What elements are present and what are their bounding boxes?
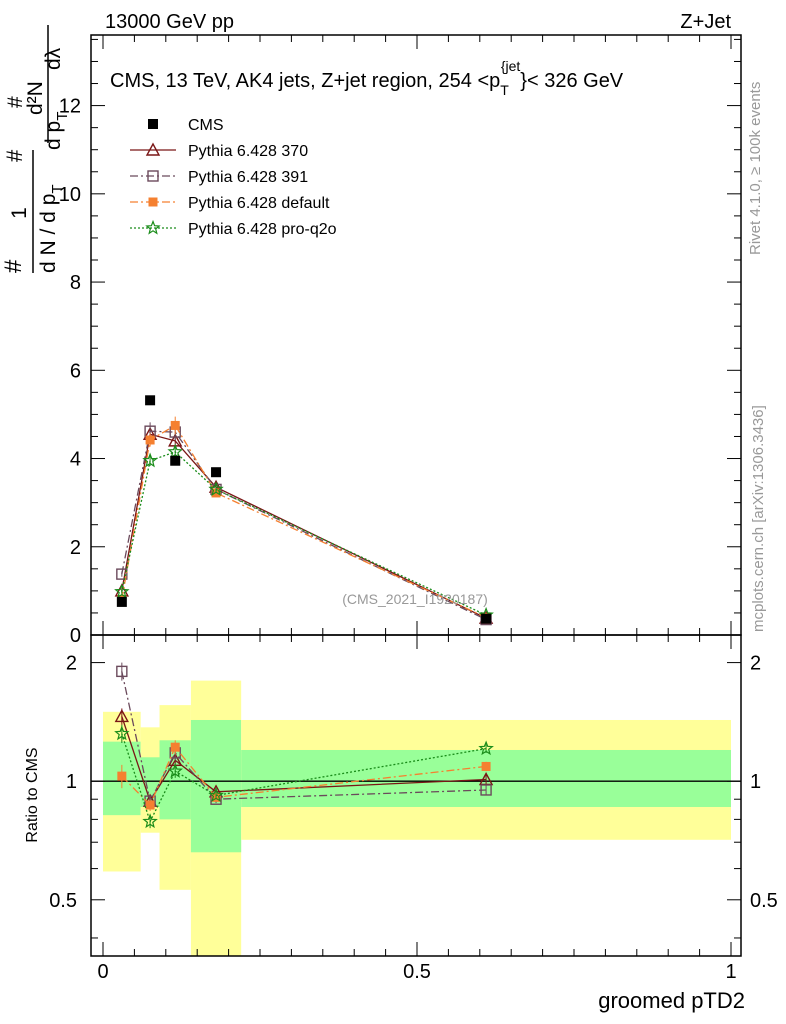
x-axis-label: groomed pTD2 — [598, 988, 745, 1013]
header-left: 13000 GeV pp — [105, 11, 234, 33]
ratio-y-tick-label-right: 2 — [750, 653, 761, 675]
legend-label-p370: Pythia 6.428 370 — [188, 143, 308, 160]
ylabel-hash3: # — [4, 96, 27, 108]
ratio-series — [114, 662, 494, 829]
svg-text:#: # — [0, 259, 27, 273]
legend: CMS Pythia 6.428 370 Pythia 6.428 391 Pythi… — [130, 117, 337, 238]
ratio-point-pq2o — [208, 787, 224, 803]
title-post: < 326 GeV — [527, 70, 624, 92]
title-pre: CMS, 13 TeV, AK4 jets, Z+jet region, 254… — [110, 70, 500, 92]
svg-text:d N / d pT: d N / d pT — [37, 184, 66, 273]
title-brace: } — [520, 70, 527, 92]
point-pdefault — [170, 420, 180, 430]
main-ticks: 0 2 4 6 8 10 12 — [59, 34, 742, 647]
point-pq2o — [167, 443, 183, 459]
x-tick-label: 1 — [725, 961, 736, 983]
point-p391 — [116, 568, 128, 580]
legend-label-pq2o: Pythia 6.428 pro-q2o — [188, 221, 337, 238]
ratio-point-pdefault — [117, 771, 127, 781]
title-sub: T — [500, 82, 509, 98]
ratio-ylabel: Ratio to CMS — [24, 747, 41, 842]
svg-text:d pT: d pT — [42, 112, 71, 150]
legend-label-p391: Pythia 6.428 391 — [188, 169, 308, 186]
ratio-point-pq2o — [478, 740, 494, 756]
ratio-point-pdefault — [170, 742, 180, 752]
legend-label-cms: CMS — [188, 117, 224, 134]
ratio-y-tick-label-left: 2 — [66, 653, 77, 675]
ylabel-hash2: # — [2, 149, 27, 162]
main-panel: 0 2 4 6 8 10 12 — [59, 34, 742, 647]
ratio-point-p391 — [116, 665, 128, 678]
ylabel-one: 1 — [8, 207, 31, 219]
point-cms — [481, 613, 492, 624]
ratio-point-p391 — [480, 784, 492, 796]
ratio-y-tick-label-right: 1 — [750, 771, 761, 793]
legend-label-pdefault: Pythia 6.428 default — [188, 195, 330, 212]
ratio-point-pq2o — [167, 763, 183, 778]
ratio-ticks: 0.5 0.5 1 1 2 2 0 0.5 1 — [49, 634, 778, 983]
watermark: (CMS_2021_I1920187) — [342, 591, 488, 607]
title-sup: {jet — [501, 58, 521, 74]
legend-marker-p370 — [145, 142, 161, 156]
point-cms — [170, 455, 181, 466]
header-right: Z+Jet — [680, 11, 731, 33]
ratio-y-tick-label-left: 1 — [66, 771, 77, 793]
ylabel-dl: dλ — [42, 47, 65, 70]
legend-marker-pdefault — [148, 197, 158, 207]
series-line-p391 — [121, 430, 487, 621]
ratio-y-tick-label-right: 0.5 — [750, 890, 778, 912]
legend-marker-cms — [148, 119, 158, 129]
y-tick-label: 4 — [70, 449, 81, 471]
ratio-panel: 0.5 0.5 1 1 2 2 0 0.5 1 — [49, 634, 778, 983]
ylabel-hash: # — [0, 259, 27, 273]
legend-marker-p391 — [147, 170, 159, 182]
ylabel-num: d²N — [24, 81, 47, 115]
point-pq2o — [142, 452, 158, 468]
ratio-point-pq2o — [114, 725, 130, 741]
y-tick-label: 10 — [59, 184, 81, 206]
ratio-point-pq2o — [142, 813, 158, 829]
ratio-bands — [91, 680, 741, 956]
point-cms — [145, 395, 156, 406]
point-cms — [211, 467, 222, 478]
point-pdefault — [145, 435, 155, 445]
y-tick-label: 0 — [70, 625, 81, 647]
main-series — [114, 395, 494, 626]
ylabel-dpt-sub: T — [54, 112, 71, 121]
ylabel-denom-sub: T — [49, 184, 66, 193]
ratio-point-pdefault — [481, 761, 491, 771]
ratio-frame — [90, 634, 742, 957]
point-pq2o — [208, 481, 224, 497]
y-tick-label: 8 — [70, 272, 81, 294]
ratio-point-p370 — [114, 708, 130, 723]
x-tick-label: 0.5 — [403, 961, 431, 983]
legend-marker-pq2o — [145, 219, 161, 235]
y-tick-label: 12 — [59, 96, 81, 118]
series-line-pdefault — [121, 424, 487, 618]
point-cms — [116, 596, 127, 607]
y-tick-label: 2 — [70, 537, 81, 559]
point-pq2o — [114, 583, 130, 599]
ylabel-denom: d N / d p — [37, 194, 60, 273]
chart-title: CMS, 13 TeV, AK4 jets, Z+jet region, 254… — [110, 58, 624, 98]
ratio-y-tick-label-left: 0.5 — [49, 890, 77, 912]
main-ylabel: # 1 d N / d pT # d²N # d pT dλ — [0, 25, 71, 273]
ratio-point-pdefault — [145, 800, 155, 810]
mcplots-label: mcplots.cern.ch [arXiv:1306.3436] — [750, 405, 767, 632]
y-tick-label: 6 — [70, 360, 81, 382]
ylabel-dpt: d p — [42, 121, 65, 150]
rivet-label: Rivet 4.1.0, ≥ 100k events — [747, 82, 764, 255]
x-tick-label: 0 — [97, 961, 108, 983]
